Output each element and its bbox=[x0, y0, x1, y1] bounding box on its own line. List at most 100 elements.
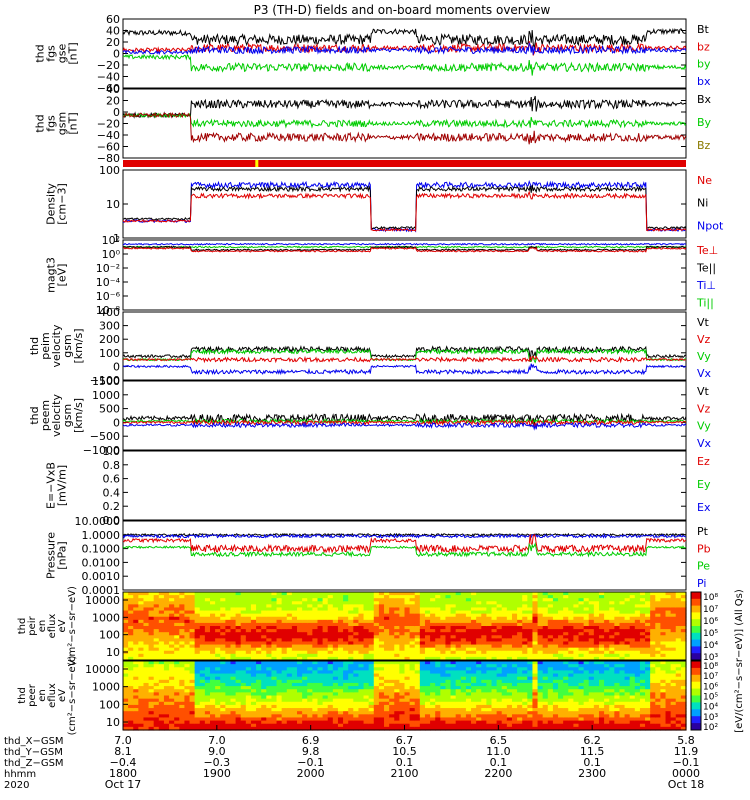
heatmap-cell bbox=[399, 622, 406, 627]
heatmap-cell bbox=[542, 650, 549, 655]
heatmap-cell bbox=[184, 650, 191, 655]
heatmap-cell bbox=[271, 708, 278, 712]
heatmap-cell bbox=[440, 676, 447, 681]
heatmap-cell bbox=[450, 595, 457, 599]
heatmap-cell bbox=[250, 635, 257, 639]
heatmap-cell bbox=[619, 641, 626, 646]
heatmap-cell bbox=[169, 595, 175, 599]
heatmap-cell bbox=[225, 592, 232, 596]
heatmap-cell bbox=[563, 632, 569, 636]
trace-bx bbox=[123, 95, 686, 119]
heatmap-cell bbox=[189, 682, 196, 687]
heatmap-cell bbox=[430, 604, 436, 609]
heatmap-cell bbox=[609, 638, 615, 643]
heatmap-cell bbox=[179, 667, 186, 672]
heatmap-cell bbox=[353, 720, 360, 725]
heatmap-cell bbox=[624, 704, 631, 709]
heatmap-cell bbox=[281, 647, 288, 652]
heatmap-cell bbox=[343, 601, 349, 605]
heatmap-cell bbox=[675, 616, 682, 621]
heatmap-cell bbox=[184, 723, 191, 728]
heatmap-cell bbox=[491, 616, 498, 621]
heatmap-cell bbox=[148, 653, 155, 658]
heatmap-cell bbox=[573, 601, 580, 605]
heatmap-cell bbox=[645, 616, 651, 621]
heatmap-cell bbox=[491, 632, 498, 636]
heatmap-cell bbox=[614, 701, 621, 706]
heatmap-cell bbox=[394, 656, 400, 661]
heatmap-cell bbox=[593, 711, 600, 715]
heatmap-cell bbox=[337, 650, 344, 655]
heatmap-cell bbox=[547, 656, 554, 661]
heatmap-cell bbox=[542, 689, 549, 693]
heatmap-cell bbox=[133, 714, 139, 719]
heatmap-cell bbox=[297, 638, 303, 643]
heatmap-cell bbox=[337, 726, 344, 731]
heatmap-cell bbox=[123, 638, 129, 643]
heatmap-cell bbox=[593, 641, 600, 646]
heatmap-cell bbox=[194, 632, 201, 636]
heatmap-cell bbox=[465, 676, 472, 681]
heatmap-cell bbox=[194, 647, 201, 652]
heatmap-cell bbox=[286, 698, 293, 703]
heatmap-cell bbox=[460, 692, 467, 697]
heatmap-cell bbox=[471, 692, 477, 697]
heatmap-cell bbox=[542, 622, 549, 627]
heatmap-cell bbox=[271, 601, 278, 605]
heatmap-cell bbox=[568, 698, 574, 703]
heatmap-cell bbox=[332, 601, 339, 605]
heatmap-cell bbox=[153, 619, 160, 624]
heatmap-cell bbox=[225, 714, 232, 719]
heatmap-cell bbox=[486, 650, 493, 655]
heatmap-cell bbox=[414, 616, 421, 621]
heatmap-cell bbox=[604, 720, 610, 725]
heatmap-cell bbox=[245, 616, 252, 621]
heatmap-cell bbox=[609, 601, 615, 605]
heatmap-cell bbox=[435, 704, 441, 709]
heatmap-cell bbox=[169, 604, 175, 609]
heatmap-cell bbox=[163, 592, 170, 596]
heatmap-cell bbox=[465, 616, 472, 621]
heatmap-cell bbox=[291, 644, 298, 649]
heatmap-cell bbox=[158, 653, 165, 658]
heatmap-cell bbox=[481, 629, 487, 633]
heatmap-cell bbox=[123, 686, 129, 690]
heatmap-cell bbox=[506, 653, 513, 658]
heatmap-cell bbox=[199, 661, 206, 665]
heatmap-cell bbox=[609, 711, 615, 715]
heatmap-cell bbox=[123, 682, 129, 687]
heatmap-cell bbox=[419, 644, 426, 649]
heatmap-cell bbox=[506, 704, 513, 709]
y-axis-label: thdpeimvelocitygsm[km/s] bbox=[28, 324, 85, 367]
heatmap-cell bbox=[593, 647, 600, 652]
heatmap-cell bbox=[455, 686, 462, 690]
heatmap-cell bbox=[506, 673, 513, 678]
heatmap-cell bbox=[276, 704, 283, 709]
heatmap-cell bbox=[230, 641, 237, 646]
heatmap-cell bbox=[624, 711, 631, 715]
heatmap-cell bbox=[460, 607, 467, 612]
heatmap-cell bbox=[476, 610, 482, 615]
heatmap-cell bbox=[455, 610, 462, 615]
heatmap-cell bbox=[598, 723, 605, 728]
heatmap-cell bbox=[204, 686, 211, 690]
heatmap-cell bbox=[573, 653, 580, 658]
heatmap-cell bbox=[307, 723, 313, 728]
heatmap-cell bbox=[179, 598, 186, 602]
heatmap-cell bbox=[368, 616, 375, 621]
heatmap-cell bbox=[511, 720, 518, 725]
y-tick-label: 10 bbox=[106, 646, 120, 659]
heatmap-cell bbox=[225, 686, 232, 690]
heatmap-cell bbox=[215, 689, 221, 693]
trace-pi bbox=[123, 533, 686, 539]
heatmap-cell bbox=[210, 601, 216, 605]
heatmap-cell bbox=[163, 644, 170, 649]
heatmap-cell bbox=[547, 644, 554, 649]
heatmap-cell bbox=[373, 701, 380, 706]
heatmap-cell bbox=[297, 607, 303, 612]
heatmap-cell bbox=[138, 604, 145, 609]
heatmap-cell bbox=[163, 667, 170, 672]
heatmap-cell bbox=[542, 708, 549, 712]
heatmap-cell bbox=[220, 592, 226, 596]
heatmap-cell bbox=[440, 695, 447, 700]
